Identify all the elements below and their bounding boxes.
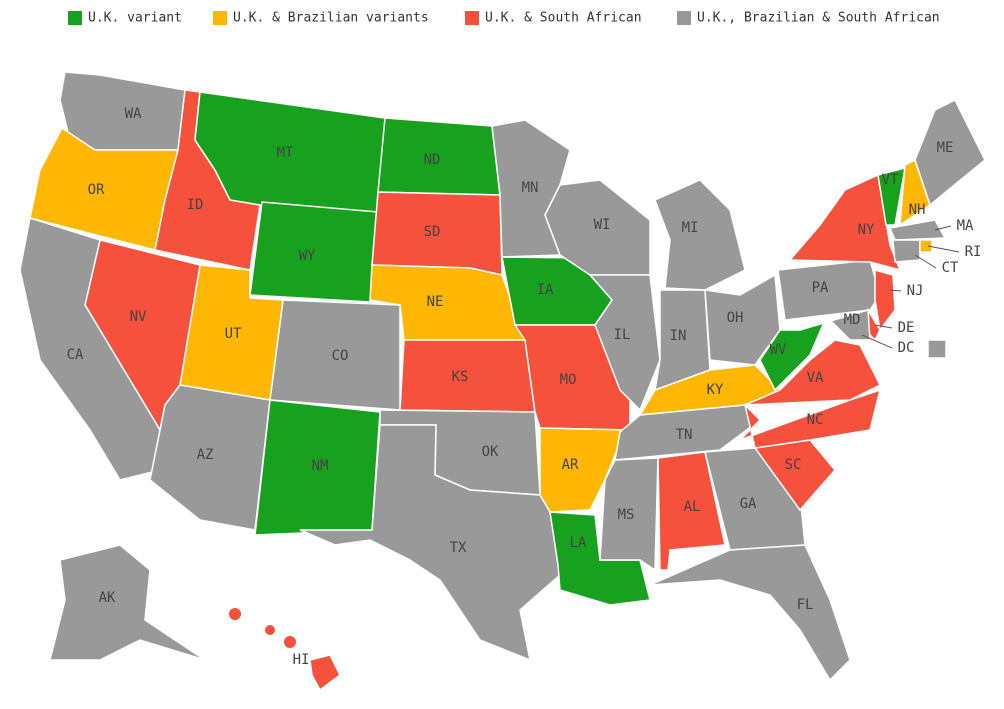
state-label: MN xyxy=(522,180,539,196)
state-label: WA xyxy=(125,106,142,122)
state xyxy=(914,98,986,207)
state xyxy=(704,447,806,551)
state-label: PA xyxy=(812,280,829,296)
state-label: CO xyxy=(332,348,349,364)
state-label: MT xyxy=(277,145,294,161)
state-label: NY xyxy=(858,222,875,238)
leader-line xyxy=(861,334,893,349)
state-label: OR xyxy=(88,182,105,198)
state xyxy=(284,636,296,648)
state-label: OH xyxy=(727,310,744,326)
state xyxy=(874,269,896,332)
leader-line xyxy=(914,254,937,269)
state-label: KY xyxy=(707,382,724,398)
state-label: WY xyxy=(299,248,316,264)
state-label: NH xyxy=(909,202,926,218)
leader-line xyxy=(927,245,960,253)
state xyxy=(888,219,947,241)
state-label: AL xyxy=(684,499,701,515)
state xyxy=(649,544,851,682)
state-label: MS xyxy=(618,507,635,523)
state-label: CA xyxy=(67,347,84,363)
state-label: RI xyxy=(965,244,982,260)
state xyxy=(19,217,161,481)
state-label: AR xyxy=(562,457,579,473)
state-label: IN xyxy=(670,328,687,344)
state xyxy=(759,318,827,392)
legend-label: U.K., Brazilian & South African xyxy=(697,11,940,26)
state xyxy=(744,339,882,406)
state xyxy=(588,274,661,412)
state xyxy=(265,625,275,635)
state-label: GA xyxy=(740,496,757,512)
states xyxy=(19,71,986,692)
state-label: MI xyxy=(682,220,699,236)
state-label: KS xyxy=(452,369,469,385)
state xyxy=(927,339,947,359)
state-label: NM xyxy=(312,458,329,474)
state xyxy=(654,179,746,291)
state-label: WV xyxy=(770,342,787,358)
state xyxy=(919,239,933,253)
state-label: TX xyxy=(450,540,467,556)
state-label: WI xyxy=(594,217,611,233)
state-label: ME xyxy=(937,140,954,156)
legend-label: U.K. & Brazilian variants xyxy=(233,11,429,26)
state-label: ND xyxy=(424,152,441,168)
state xyxy=(739,388,882,449)
state-label: MA xyxy=(957,218,974,234)
state-label: VT xyxy=(882,172,899,188)
state-label: NC xyxy=(807,412,824,428)
leader-line xyxy=(889,289,902,292)
state-label: MO xyxy=(560,372,577,388)
legend-swatch xyxy=(465,11,479,25)
state-label: DE xyxy=(898,320,915,336)
state xyxy=(892,239,921,263)
state-label: SC xyxy=(785,457,802,473)
state-label: IL xyxy=(614,327,631,343)
state-label: NE xyxy=(427,294,444,310)
state-label: UT xyxy=(225,326,242,342)
state-label: MD xyxy=(844,312,861,328)
state-label: SD xyxy=(424,224,441,240)
legend-swatch xyxy=(68,11,82,25)
state-label: ID xyxy=(187,197,204,213)
legend-label: U.K. & South African xyxy=(485,11,642,26)
state xyxy=(549,511,651,606)
legend-swatch xyxy=(677,11,691,25)
state-label: NJ xyxy=(907,283,924,299)
state xyxy=(877,166,906,226)
state xyxy=(249,201,379,303)
state xyxy=(309,654,341,692)
state-label: IA xyxy=(537,282,554,298)
state-label: CT xyxy=(942,260,959,276)
state-label: VA xyxy=(807,370,824,386)
state xyxy=(229,608,241,620)
state xyxy=(799,309,871,341)
state-label: TN xyxy=(676,427,693,443)
state xyxy=(49,544,206,661)
state-label: DC xyxy=(898,340,915,356)
legend-label: U.K. variant xyxy=(88,11,182,26)
state-label: HI xyxy=(293,652,310,668)
state-label: LA xyxy=(570,535,587,551)
state xyxy=(299,424,561,662)
state-label: FL xyxy=(797,597,814,613)
state-label: OK xyxy=(482,444,499,460)
leader-line xyxy=(874,324,893,329)
state-label: AZ xyxy=(197,447,214,463)
state-label: AK xyxy=(99,590,116,606)
leader-line xyxy=(934,225,952,231)
state-label: NV xyxy=(130,309,147,325)
legend-swatch xyxy=(213,11,227,25)
